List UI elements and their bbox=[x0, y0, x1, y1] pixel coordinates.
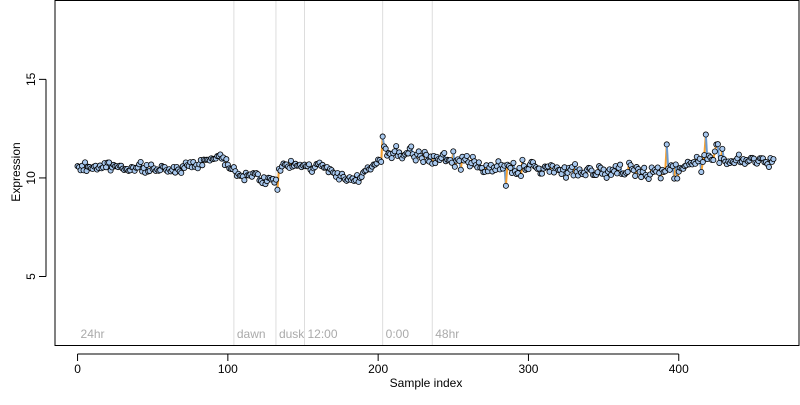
data-point bbox=[200, 163, 205, 168]
data-point bbox=[273, 177, 278, 182]
data-point bbox=[442, 150, 447, 155]
data-point bbox=[658, 176, 663, 181]
data-point bbox=[464, 153, 469, 158]
x-axis: 0 100 200 300 400 bbox=[74, 354, 689, 376]
data-point bbox=[379, 159, 384, 164]
y-axis: 5 10 15 bbox=[24, 72, 46, 279]
data-point bbox=[394, 144, 399, 149]
y-tick-label: 5 bbox=[24, 273, 38, 280]
data-point bbox=[224, 157, 229, 162]
data-point bbox=[712, 149, 717, 154]
x-tick-label: 100 bbox=[218, 362, 238, 376]
marker-label: 48hr bbox=[435, 327, 459, 341]
data-point bbox=[503, 183, 508, 188]
x-tick-label: 300 bbox=[518, 362, 538, 376]
data-point bbox=[451, 149, 456, 154]
data-point bbox=[703, 132, 708, 137]
data-point bbox=[306, 162, 311, 167]
data-point bbox=[642, 165, 647, 170]
y-tick-label: 15 bbox=[24, 72, 38, 86]
data-point bbox=[255, 172, 260, 177]
series-segment bbox=[667, 144, 669, 168]
data-point bbox=[518, 173, 523, 178]
data-point bbox=[539, 171, 544, 176]
data-point bbox=[633, 173, 638, 178]
data-point bbox=[275, 187, 280, 192]
data-point bbox=[736, 152, 741, 157]
x-tick-label: 200 bbox=[368, 362, 388, 376]
data-point bbox=[380, 134, 385, 139]
x-axis-label: Sample index bbox=[390, 376, 463, 390]
data-point bbox=[452, 164, 457, 169]
marker-label: dawn bbox=[237, 327, 266, 341]
data-point bbox=[138, 159, 143, 164]
data-point bbox=[720, 146, 725, 151]
marker-label: 0:00 bbox=[386, 327, 410, 341]
data-point bbox=[675, 176, 680, 181]
data-point bbox=[711, 157, 716, 162]
marker-label: 24hr bbox=[81, 327, 105, 341]
data-point bbox=[664, 142, 669, 147]
data-point bbox=[715, 142, 720, 147]
y-axis-label: Expression bbox=[9, 142, 23, 201]
data-point bbox=[413, 158, 418, 163]
data-point bbox=[673, 162, 678, 167]
data-point bbox=[572, 161, 577, 166]
data-point bbox=[766, 164, 771, 169]
data-point bbox=[476, 160, 481, 165]
data-point bbox=[717, 160, 722, 165]
data-points bbox=[75, 132, 776, 192]
data-point bbox=[520, 157, 525, 162]
data-point bbox=[771, 157, 776, 162]
data-point bbox=[179, 170, 184, 175]
data-point bbox=[508, 165, 513, 170]
y-tick-label: 10 bbox=[24, 171, 38, 185]
data-point bbox=[563, 175, 568, 180]
data-point bbox=[583, 173, 588, 178]
data-point bbox=[699, 169, 704, 174]
data-point bbox=[511, 160, 516, 165]
marker-label: dusk bbox=[279, 327, 305, 341]
data-point bbox=[409, 144, 414, 149]
data-point bbox=[458, 167, 463, 172]
data-point bbox=[389, 156, 394, 161]
x-tick-label: 0 bbox=[74, 362, 81, 376]
data-point bbox=[242, 178, 247, 183]
marker-label: 12:00 bbox=[308, 327, 338, 341]
data-point bbox=[618, 162, 623, 167]
x-tick-label: 400 bbox=[669, 362, 689, 376]
